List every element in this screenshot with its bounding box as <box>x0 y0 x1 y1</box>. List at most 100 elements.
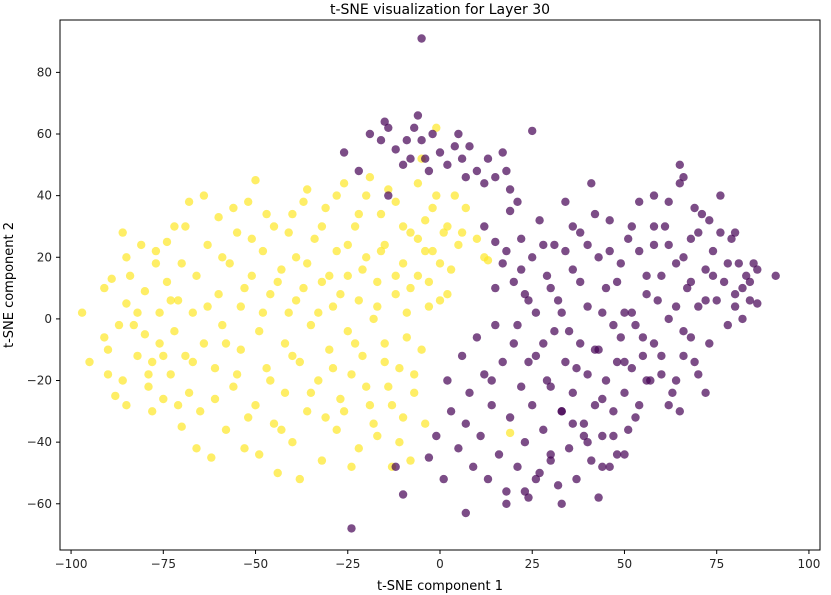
scatter-point <box>509 339 518 348</box>
scatter-point <box>402 308 411 317</box>
scatter-point <box>398 160 408 169</box>
scatter-point <box>671 302 681 311</box>
scatter-point <box>472 333 482 342</box>
y-tick-label: −40 <box>27 435 52 449</box>
scatter-point <box>620 450 629 459</box>
x-tick-label: −50 <box>243 557 268 571</box>
scatter-point <box>380 117 389 126</box>
scatter-point <box>491 283 500 293</box>
scatter-point <box>336 290 345 299</box>
scatter-point <box>594 253 603 262</box>
scatter-point <box>137 240 146 250</box>
scatter-point <box>587 456 596 465</box>
scatter-point <box>100 283 109 293</box>
scatter-point <box>103 345 113 354</box>
scatter-point <box>398 259 408 268</box>
scatter-point <box>624 234 633 243</box>
scatter-point <box>590 209 600 219</box>
scatter-point <box>373 431 382 441</box>
scatter-point <box>528 253 537 262</box>
scatter-point <box>354 444 363 453</box>
scatter-point <box>328 364 338 373</box>
scatter-point <box>664 401 673 410</box>
scatter-point <box>524 296 533 305</box>
scatter-point <box>413 111 423 120</box>
scatter-point <box>291 253 301 262</box>
scatter-point <box>192 444 201 453</box>
y-tick-label: −20 <box>27 374 52 388</box>
scatter-point <box>391 197 400 206</box>
scatter-point <box>542 271 552 280</box>
scatter-point <box>620 308 629 317</box>
scatter-point <box>103 370 113 379</box>
scatter-point <box>269 419 279 428</box>
scatter-point <box>210 394 220 404</box>
scatter-point <box>369 314 378 324</box>
scatter-point <box>579 431 589 441</box>
scatter-point <box>428 203 437 213</box>
scatter-point <box>362 191 371 200</box>
scatter-point <box>480 370 489 379</box>
scatter-point <box>384 191 393 200</box>
scatter-point <box>631 413 640 422</box>
scatter-point <box>701 296 710 305</box>
scatter-point <box>679 253 688 262</box>
scatter-point <box>85 357 94 367</box>
scatter-point <box>380 240 389 250</box>
x-axis-ticks: −100 −75 −50 −25 0 25 50 75 100 <box>55 550 820 571</box>
scatter-point <box>627 308 636 317</box>
scatter-point <box>339 179 349 188</box>
scatter-point <box>616 259 625 268</box>
y-axis-ticks: −60 −40 −20 0 20 40 60 80 <box>27 65 60 511</box>
scatter-point <box>384 382 393 391</box>
scatter-point <box>539 240 548 250</box>
scatter-point <box>280 388 290 397</box>
scatter-point <box>568 419 577 428</box>
scatter-point <box>380 339 389 348</box>
scatter-point <box>203 302 212 311</box>
scatter-point <box>373 302 382 311</box>
scatter-point <box>262 209 271 219</box>
scatter-point <box>159 351 168 361</box>
scatter-point <box>432 123 441 132</box>
scatter-point <box>454 444 463 453</box>
scatter-point <box>635 401 644 410</box>
scatter-point <box>306 388 316 397</box>
scatter-point <box>100 333 109 342</box>
scatter-point <box>354 296 363 305</box>
scatter-point <box>745 296 755 305</box>
scatter-point <box>509 277 518 287</box>
scatter-point <box>690 357 699 367</box>
scatter-point <box>148 357 157 367</box>
scatter-point <box>288 351 297 361</box>
scatter-point <box>638 351 648 361</box>
scatter-point <box>376 246 386 256</box>
scatter-point <box>753 265 762 274</box>
scatter-point <box>502 246 511 256</box>
scatter-point <box>649 222 659 231</box>
scatter-point <box>221 339 231 348</box>
scatter-point <box>255 450 264 459</box>
scatter-point <box>694 228 703 237</box>
scatter-point <box>118 228 127 237</box>
scatter-point <box>671 259 681 268</box>
scatter-point <box>730 228 740 237</box>
scatter-point <box>550 327 559 336</box>
scatter-point <box>347 524 356 533</box>
scatter-point <box>369 419 378 428</box>
scatter-point <box>690 203 699 213</box>
scatter-point <box>181 351 190 361</box>
scatter-point <box>173 401 183 410</box>
scatter-point <box>457 351 467 361</box>
scatter-point <box>694 370 703 379</box>
scatter-point <box>266 290 275 299</box>
scatter-point <box>664 240 673 250</box>
scatter-point <box>421 216 430 225</box>
scatter-point <box>642 271 651 280</box>
scatter-point <box>402 333 411 342</box>
scatter-point <box>118 376 127 385</box>
scatter-point <box>122 401 131 410</box>
scatter-point <box>546 382 555 391</box>
scatter-point <box>461 173 470 182</box>
